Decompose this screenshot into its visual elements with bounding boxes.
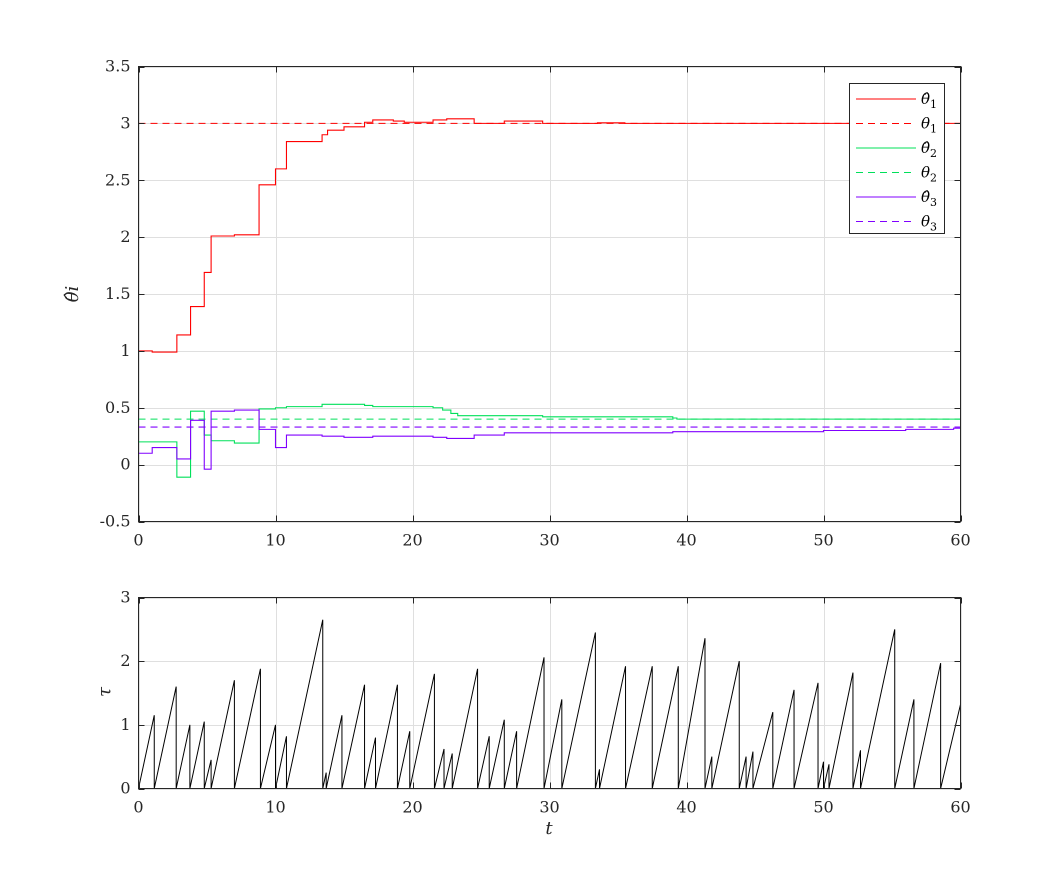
bottom-x-tick-label: 40	[676, 798, 696, 817]
bottom-x-tick-label: 30	[539, 798, 559, 817]
top-x-tick-label: 50	[813, 531, 833, 550]
legend-entry: θ̂3	[921, 188, 937, 209]
series-line-theta-hat-2	[138, 403, 961, 478]
top-x-tick-label: 10	[265, 531, 285, 550]
bottom-x-axis-label: t	[545, 818, 553, 839]
bottom-y-tick-label: 1	[120, 715, 130, 734]
legend-entry: θ̂1	[921, 90, 937, 111]
top-y-tick-labels: -0.5 0 0.5 1 1.5 2 2.5 3 3.5	[100, 57, 131, 531]
tau-sawtooth-line	[138, 619, 961, 789]
top-y-tick-label: 3.5	[105, 57, 130, 76]
bottom-x-tick-label: 60	[950, 798, 970, 817]
top-x-tick-label: 30	[539, 531, 559, 550]
top-y-tick-label: 2.5	[105, 170, 130, 189]
top-x-tick-label: 0	[133, 531, 143, 550]
top-y-tick-label: 1.5	[105, 284, 130, 303]
legend-label-main: θ̂	[921, 139, 930, 157]
top-y-axis-label: θ̂i	[62, 286, 83, 303]
bottom-y-tick-labels: 0 1 2 3	[120, 588, 130, 798]
top-y-tick-label: 1	[120, 341, 130, 360]
bottom-x-tick-label: 0	[133, 798, 143, 817]
legend-label-main: θ	[921, 115, 930, 133]
legend-box	[849, 83, 945, 234]
top-x-tick-label: 20	[402, 531, 422, 550]
bottom-y-tick-label: 3	[120, 588, 130, 607]
bottom-x-tick-label: 50	[813, 798, 833, 817]
top-y-tick-label: 3	[120, 113, 130, 132]
legend-label-subscript: 3	[930, 221, 937, 234]
legend-label-subscript: 2	[930, 172, 937, 185]
bottom-axes: 0 10 20 30 40 50 60 0 1 2 3 t τ	[94, 588, 971, 840]
bottom-plot-lines	[138, 619, 961, 789]
top-y-tick-label: -0.5	[100, 512, 131, 531]
bottom-x-tick-label: 10	[265, 798, 285, 817]
bottom-y-tick-label: 0	[120, 779, 130, 798]
legend-entry: θ̂2	[921, 139, 937, 160]
legend-label-subscript: 3	[930, 196, 937, 209]
bottom-x-tick-labels: 0 10 20 30 40 50 60	[133, 798, 970, 817]
legend-entry: θ1	[921, 115, 937, 136]
legend-label-main: θ	[921, 213, 930, 231]
top-x-tick-label: 60	[950, 531, 970, 550]
legend-label-main: θ̂	[921, 188, 930, 206]
bottom-y-tick-label: 2	[120, 651, 130, 670]
legend-label-subscript: 2	[930, 147, 937, 160]
legend-label-main: θ	[921, 164, 930, 182]
top-x-tick-label: 40	[676, 531, 696, 550]
top-y-tick-label: 2	[120, 227, 130, 246]
series-line-theta-hat-3	[138, 409, 961, 470]
top-axes: 0 10 20 30 40 50 60 -0.500.511.522.533.5 θ̂i θ…	[62, 57, 971, 550]
top-plot-lines	[138, 118, 961, 478]
legend-label-subscript: 1	[930, 123, 937, 136]
bottom-x-tick-label: 20	[402, 798, 422, 817]
top-y-tick-label: 0.5	[105, 398, 130, 417]
bottom-y-axis-label: τ	[94, 686, 115, 697]
top-x-tick-labels: 0 10 20 30 40 50 60	[133, 531, 970, 550]
legend-entry: θ3	[921, 213, 937, 234]
legend-label-subscript: 1	[930, 98, 937, 111]
legend-entry: θ2	[921, 164, 937, 185]
top-y-tick-label: 0	[120, 455, 130, 474]
bottom-axes-frame	[138, 597, 961, 789]
legend-label-main: θ̂	[921, 90, 930, 108]
